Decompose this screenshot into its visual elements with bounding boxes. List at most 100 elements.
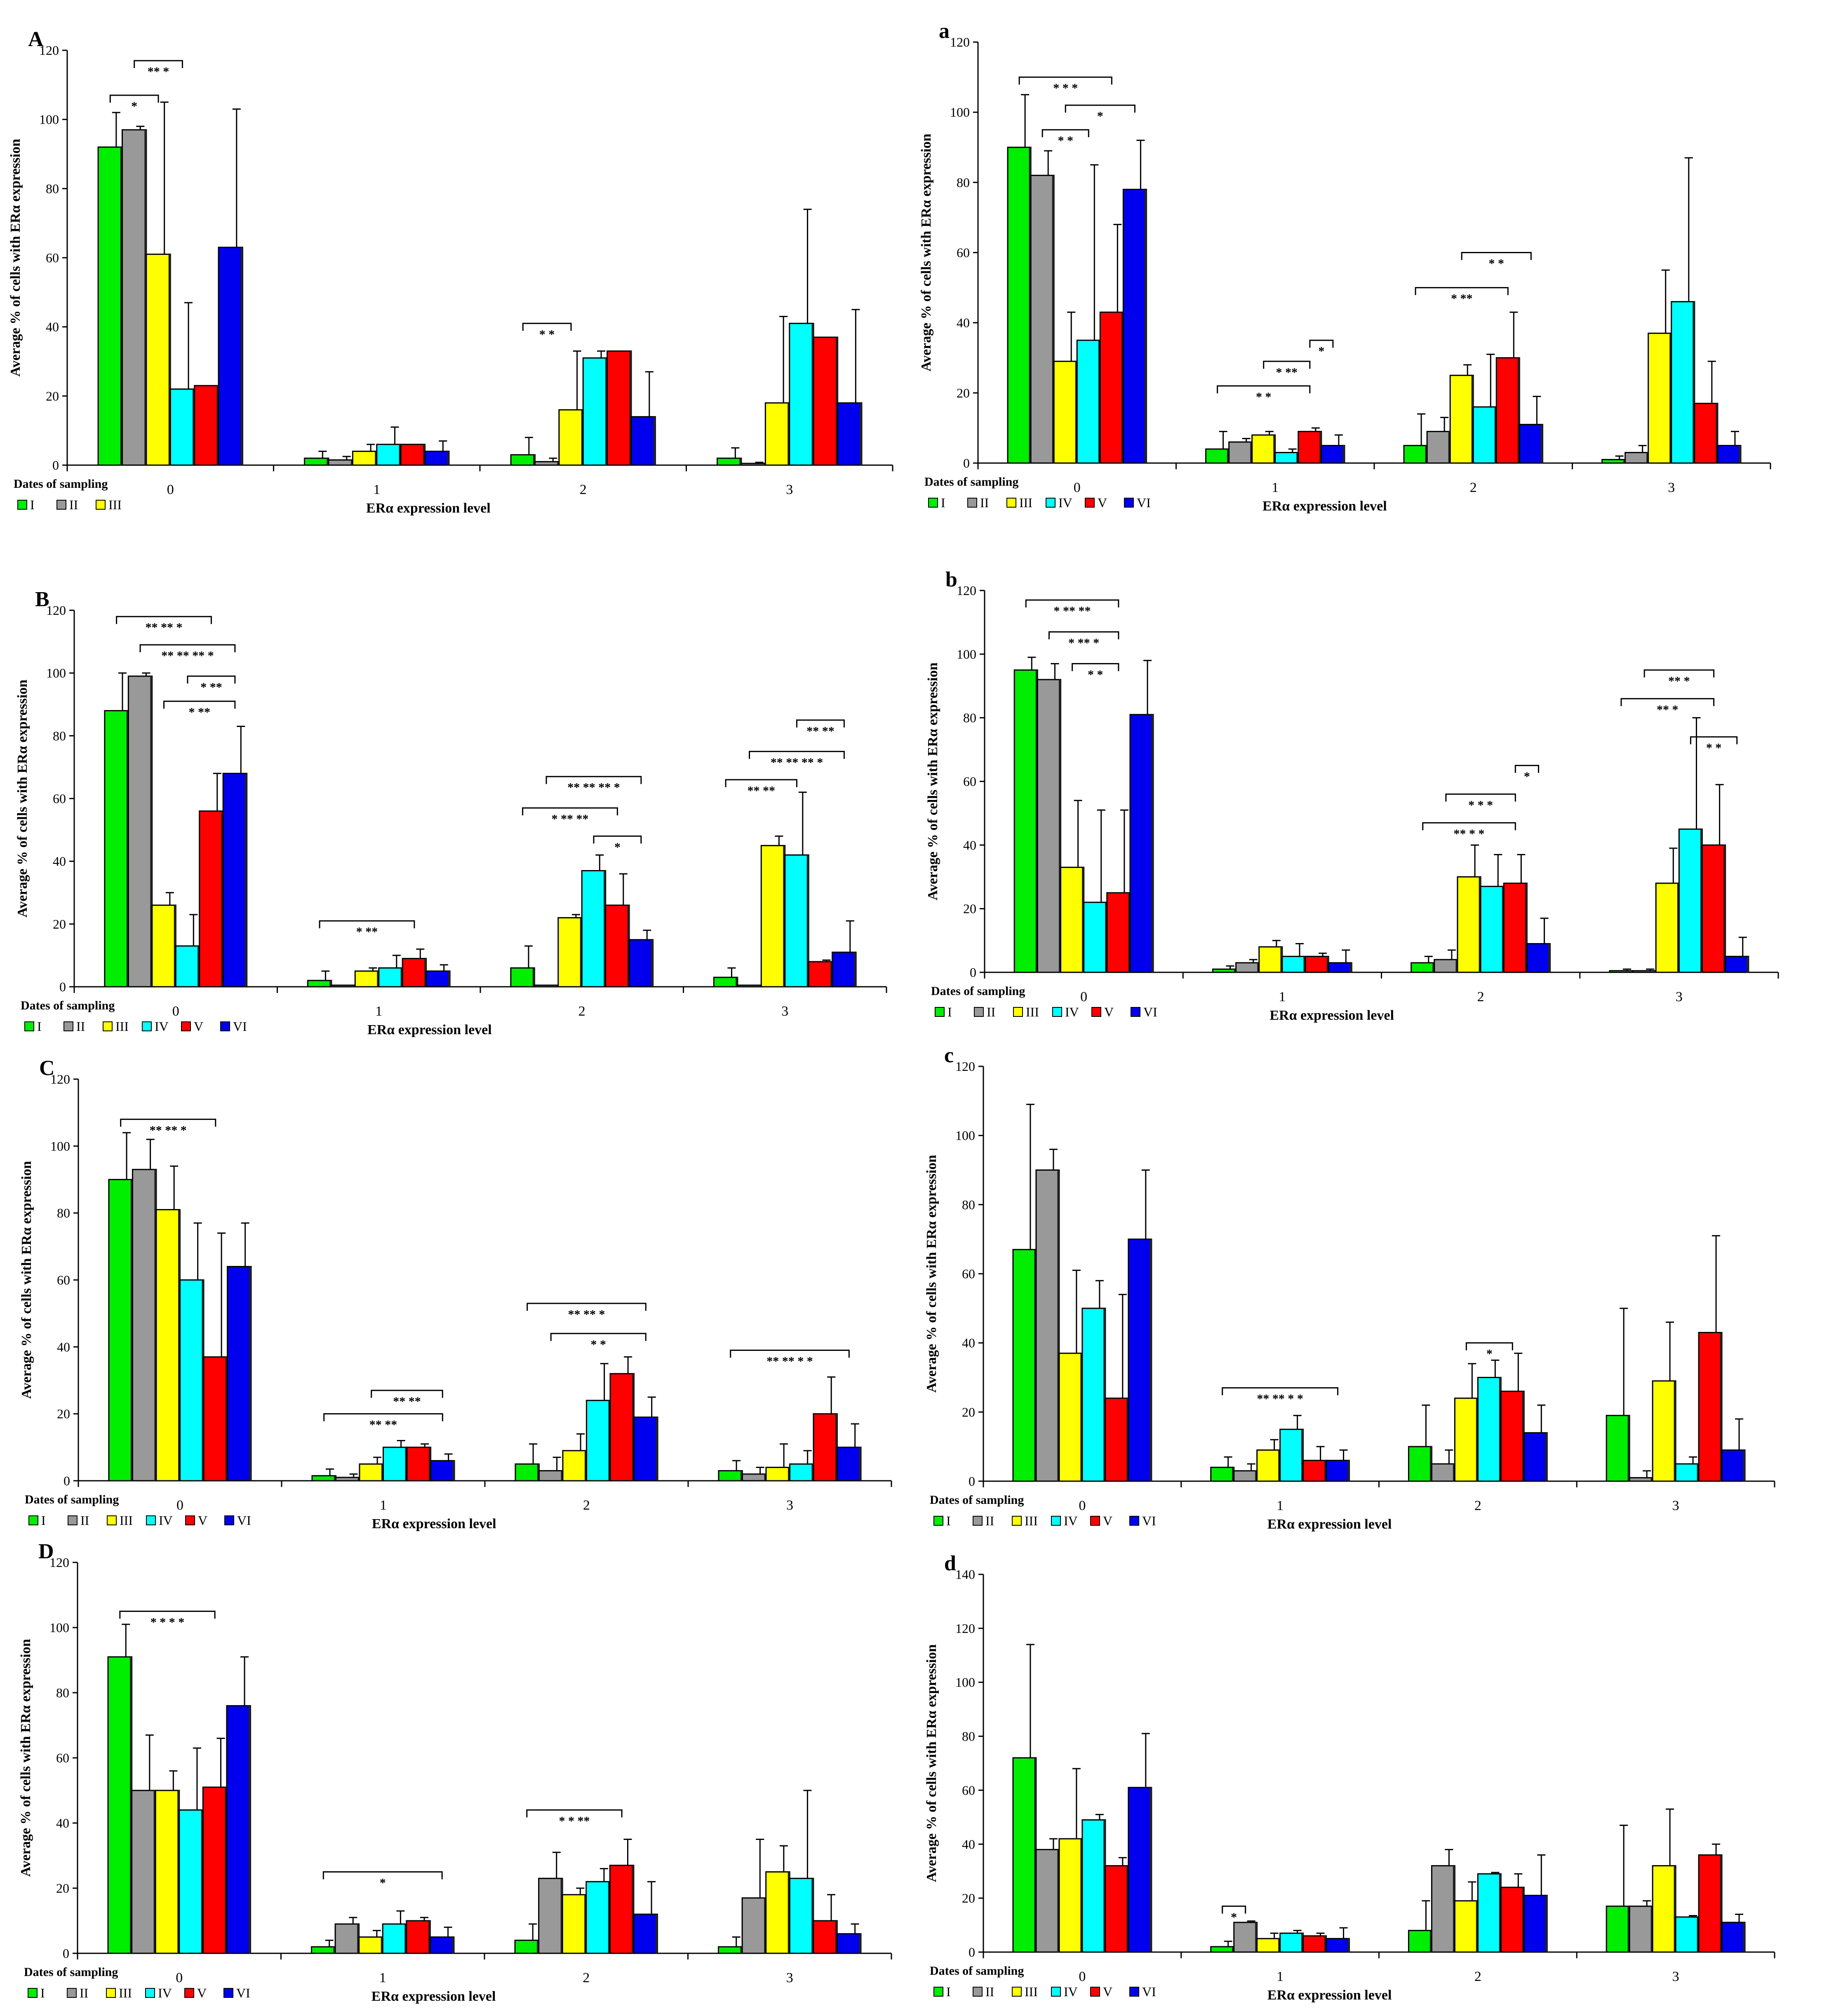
legend-label-I: I xyxy=(41,1513,46,1528)
bar-II-1 xyxy=(1233,1470,1258,1482)
y-tick-label: 140 xyxy=(955,1567,975,1582)
bar-III-1 xyxy=(359,1463,384,1482)
bar-I-0 xyxy=(1013,669,1038,973)
legend-label-II: II xyxy=(985,1984,994,1999)
legend-swatch-VI xyxy=(224,1515,234,1525)
significance-label: * * * xyxy=(1468,798,1493,812)
significance-bracket xyxy=(120,1118,216,1127)
bar-V-3 xyxy=(813,1920,838,1954)
y-tick-label: 0 xyxy=(969,1945,975,1960)
bar-IV-3 xyxy=(789,1877,814,1954)
bar-IV-2 xyxy=(1477,1377,1502,1482)
legend-label-II: II xyxy=(69,497,78,512)
significance-label: ** ** xyxy=(393,1395,421,1408)
legend-label-II: II xyxy=(980,495,989,510)
bar-II-2 xyxy=(1431,1463,1455,1482)
bar-IV-3 xyxy=(789,322,814,466)
bar-II-0 xyxy=(121,129,147,466)
significance-bracket xyxy=(1018,76,1112,85)
bar-IV-0 xyxy=(1081,1308,1106,1482)
significance-label: * ** xyxy=(188,706,210,719)
x-category-label: 3 xyxy=(1672,1498,1679,1513)
bar-VI-0 xyxy=(222,773,248,988)
significance-label: ** ** * xyxy=(568,1308,605,1321)
bar-V-2 xyxy=(1500,1390,1525,1482)
bar-II-0 xyxy=(132,1169,157,1482)
bar-IV-2 xyxy=(586,1400,611,1482)
legend-swatch-IV xyxy=(145,1988,155,1998)
y-tick-label: 100 xyxy=(50,1139,70,1153)
x-category-label: 3 xyxy=(1668,480,1675,495)
bar-V-2 xyxy=(605,904,630,988)
significance-bracket xyxy=(371,1390,443,1398)
significance-bracket xyxy=(116,616,212,624)
legend-swatch-VI xyxy=(1131,1007,1140,1017)
significance-label: * ** xyxy=(1276,365,1298,379)
significance-label: * xyxy=(1231,1910,1237,1924)
bar-V-3 xyxy=(1702,844,1726,973)
bar-V-1 xyxy=(1305,955,1329,973)
legend-swatch-IV xyxy=(142,1021,152,1031)
legend-title: Dates of sampling xyxy=(25,1493,119,1506)
bar-V-1 xyxy=(402,958,427,988)
legend-label-III: III xyxy=(119,1985,132,2000)
y-tick-label: 40 xyxy=(963,837,976,852)
bar-III-1 xyxy=(1256,1449,1281,1482)
legend-swatch-I xyxy=(28,1515,38,1525)
bar-I-3 xyxy=(1606,1415,1630,1482)
bar-III-2 xyxy=(562,1894,587,1954)
panel-letter-B: B xyxy=(35,588,49,611)
panel-letter-c: c xyxy=(944,1044,954,1067)
bar-VI-1 xyxy=(424,450,450,466)
x-category-label: 1 xyxy=(375,1004,382,1019)
bar-II-0 xyxy=(1035,1849,1060,1953)
significance-bracket xyxy=(119,1611,216,1619)
legend-label-III: III xyxy=(108,497,122,512)
significance-bracket xyxy=(1461,252,1532,260)
bar-VI-3 xyxy=(1725,955,1749,973)
x-category-label: 1 xyxy=(380,1498,387,1513)
bar-V-3 xyxy=(813,336,839,466)
bar-IV-1 xyxy=(378,967,403,988)
legend-swatch-V xyxy=(185,1515,195,1525)
bar-II-3 xyxy=(741,1897,767,1954)
bar-II-1 xyxy=(335,1477,360,1482)
legend-label-IV: IV xyxy=(1058,495,1072,510)
bar-II-1 xyxy=(328,459,353,466)
significance-bracket xyxy=(1445,793,1516,802)
significance-bracket xyxy=(1048,631,1119,640)
significance-label: ** ** * * xyxy=(766,1354,813,1368)
chart-panel-c: c 0 20 40 60 80 100 120 0 1 2 3 Average % of cells w… xyxy=(924,1044,1775,1532)
x-category-label: 2 xyxy=(1477,989,1484,1004)
significance-label: ** ** ** * xyxy=(567,781,620,794)
significance-label: * xyxy=(380,1876,386,1890)
legend-title: Dates of sampling xyxy=(924,475,1018,489)
x-axis-title: ERα expression level xyxy=(371,1989,496,2004)
chart-panel-a: a 0 20 40 60 80 100 120 0 1 2 3 Average % of cells w… xyxy=(919,19,1771,514)
significance-label: * * xyxy=(591,1338,607,1351)
bar-III-1 xyxy=(1256,1938,1281,1953)
chart-panel-b: b 0 20 40 60 80 100 120 0 1 2 3 Average % of cells w… xyxy=(925,568,1779,1023)
significance-label: * * xyxy=(1706,741,1722,755)
bar-VI-2 xyxy=(1526,943,1551,973)
bar-V-2 xyxy=(1500,1887,1525,1953)
bar-VI-2 xyxy=(1523,1432,1548,1482)
legend-label-VI: VI xyxy=(1143,1004,1157,1019)
significance-label: * ** xyxy=(356,925,378,939)
x-category-label: 0 xyxy=(1079,1498,1086,1513)
y-axis-title: Average % of cells with ERα expression xyxy=(924,1644,939,1882)
bar-III-2 xyxy=(1449,374,1474,464)
significance-bracket xyxy=(134,60,183,68)
significance-label: * xyxy=(1097,109,1103,123)
legend-swatch-I xyxy=(933,1516,943,1526)
x-category-label: 0 xyxy=(1079,1969,1086,1984)
x-axis-title: ERα expression level xyxy=(1267,1517,1392,1532)
legend-swatch-III xyxy=(96,500,106,510)
bar-VI-1 xyxy=(430,1460,455,1482)
bar-V-2 xyxy=(609,1373,635,1482)
bar-I-1 xyxy=(307,980,332,988)
bar-III-0 xyxy=(1058,1838,1083,1953)
legend-swatch-I xyxy=(17,500,27,510)
bar-IV-0 xyxy=(169,388,195,466)
bar-VI-1 xyxy=(429,1936,455,1954)
